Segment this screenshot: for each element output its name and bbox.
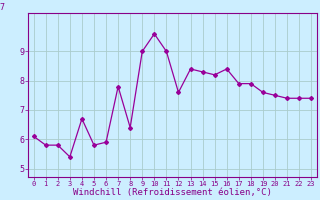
Text: 7: 7	[0, 3, 4, 12]
X-axis label: Windchill (Refroidissement éolien,°C): Windchill (Refroidissement éolien,°C)	[73, 188, 272, 197]
